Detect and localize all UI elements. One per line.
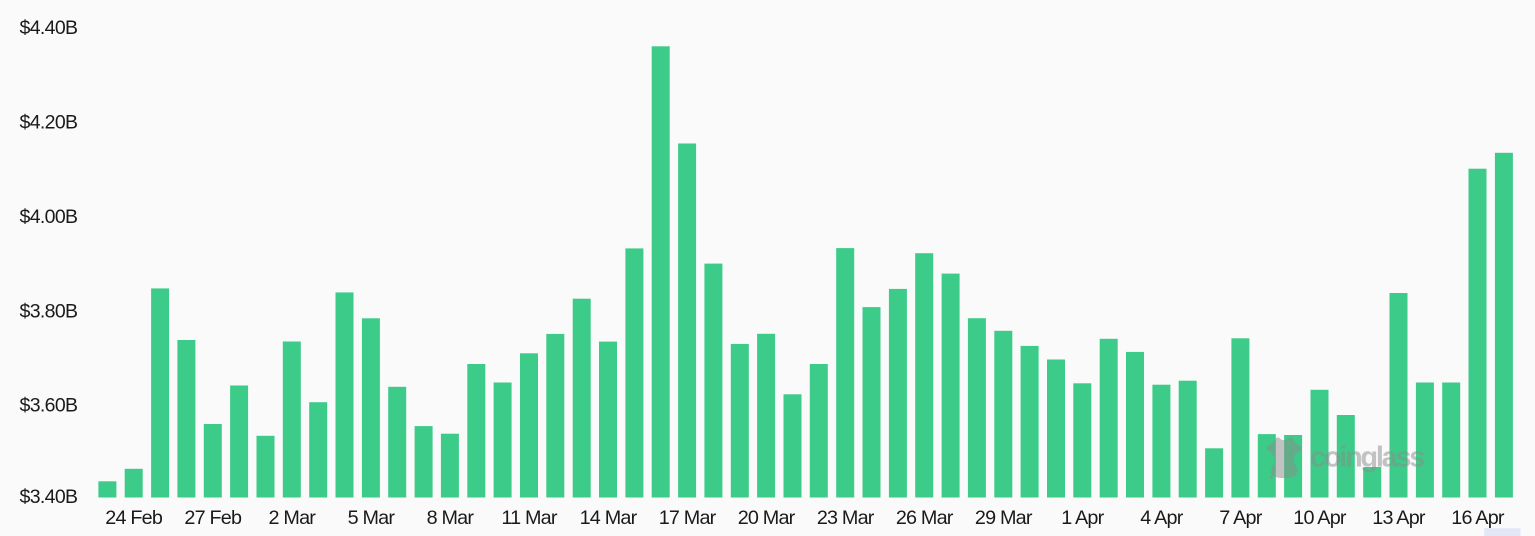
svg-text:23 Mar: 23 Mar [817,507,875,529]
svg-text:$4.40B: $4.40B [20,17,78,39]
svg-text:27 Feb: 27 Feb [184,507,242,529]
svg-text:29 Mar: 29 Mar [975,507,1033,529]
svg-text:13 Apr: 13 Apr [1372,507,1426,529]
svg-text:$3.40B: $3.40B [20,486,78,508]
svg-text:24 Feb: 24 Feb [105,507,163,529]
svg-text:5 Mar: 5 Mar [348,507,396,529]
svg-text:17 Mar: 17 Mar [659,507,717,529]
svg-text:8 Mar: 8 Mar [427,507,475,529]
svg-text:11 Mar: 11 Mar [501,507,558,529]
svg-text:16 Apr: 16 Apr [1451,507,1505,529]
svg-text:1 Apr: 1 Apr [1061,507,1104,529]
svg-text:10 Apr: 10 Apr [1293,507,1347,529]
svg-text:20 Mar: 20 Mar [738,507,796,529]
svg-text:$3.60B: $3.60B [20,395,78,417]
svg-text:2 Mar: 2 Mar [269,507,317,529]
svg-text:$4.00B: $4.00B [20,206,78,228]
svg-text:$4.20B: $4.20B [20,112,78,134]
svg-text:7 Apr: 7 Apr [1219,507,1262,529]
svg-text:coinglass: coinglass [1310,442,1424,474]
svg-text:$3.80B: $3.80B [20,301,78,323]
svg-text:4 Apr: 4 Apr [1140,507,1183,529]
svg-text:14 Mar: 14 Mar [580,507,638,529]
svg-text:26 Mar: 26 Mar [896,507,954,529]
